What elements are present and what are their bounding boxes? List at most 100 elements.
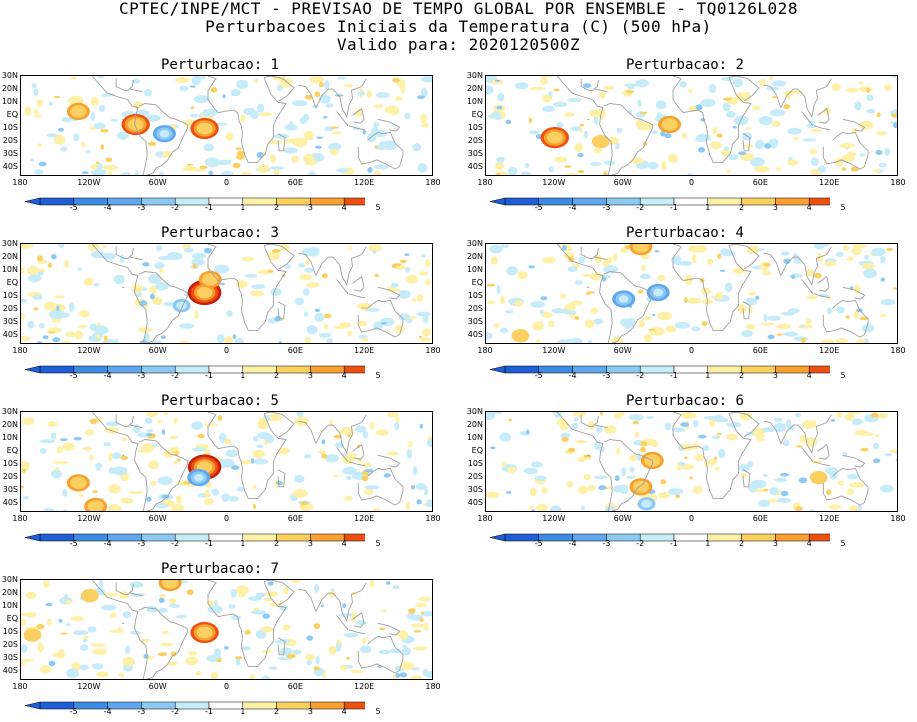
warm-anomaly — [36, 624, 45, 630]
warm-anomaly — [638, 320, 646, 328]
cool-anomaly — [693, 419, 699, 428]
cool-anomaly — [66, 623, 71, 627]
warm-anomaly — [726, 433, 739, 441]
warm-anomaly — [160, 642, 174, 647]
lat-tick-label: 10N — [466, 97, 483, 106]
warm-anomaly — [162, 630, 169, 635]
cool-anomaly — [306, 659, 312, 666]
warm-anomaly — [89, 418, 98, 425]
coastline — [672, 76, 752, 164]
warm-anomaly — [851, 246, 862, 256]
cool-anomaly — [737, 151, 747, 155]
warm-anomaly — [77, 324, 89, 328]
colorbar-tick-label: -2 — [636, 203, 645, 212]
warm-anomaly — [657, 274, 666, 281]
warm-anomaly — [173, 417, 179, 424]
cool-anomaly — [27, 320, 35, 329]
cool-anomaly — [146, 496, 152, 502]
cool-anomaly — [629, 466, 635, 473]
cool-anomaly — [499, 432, 511, 442]
cool-anomaly — [256, 151, 264, 158]
cool-anomaly — [616, 127, 623, 133]
cool-anomaly — [249, 110, 259, 119]
cool-anomaly — [614, 475, 620, 482]
warm-anomaly — [760, 322, 775, 326]
warm-anomaly — [103, 335, 108, 342]
cool-anomaly — [664, 133, 672, 139]
cool-anomaly — [854, 101, 862, 111]
colorbar-tick-label: 4 — [806, 539, 812, 548]
lon-tick-label: 120E — [353, 682, 375, 691]
coastline — [348, 293, 366, 299]
colorbar-tick-label: -1 — [670, 371, 678, 380]
warm-anomaly — [195, 670, 202, 676]
warm-anomaly — [846, 256, 854, 262]
cool-anomaly — [82, 638, 88, 643]
cool-anomaly — [646, 416, 654, 419]
warm-anomaly — [886, 247, 894, 251]
warm-anomaly — [657, 311, 672, 321]
cool-anomaly — [34, 169, 44, 175]
lat-tick-label: 40S — [2, 666, 18, 675]
coastline — [763, 246, 832, 286]
lat-tick-label: 10N — [1, 265, 18, 274]
lon-tick-label: 60E — [287, 178, 303, 187]
cool-anomaly — [108, 467, 115, 474]
warm-anomaly — [581, 273, 595, 277]
warm-anomaly — [339, 322, 352, 328]
warm-anomaly — [305, 653, 315, 661]
warm-anomaly — [314, 91, 321, 98]
cool-anomaly — [335, 642, 342, 652]
warm-anomaly — [24, 106, 32, 116]
cool-anomaly — [98, 105, 106, 112]
cool-anomaly — [40, 448, 47, 455]
cool-anomaly — [774, 478, 788, 482]
cool-anomaly — [345, 476, 352, 480]
cool-anomaly — [721, 76, 734, 81]
cool-anomaly — [500, 244, 509, 248]
cool-anomaly — [232, 334, 237, 340]
cool-anomaly — [878, 162, 887, 168]
cool-anomaly — [129, 630, 141, 635]
warm-anomaly — [70, 76, 77, 80]
warm-anomaly — [566, 481, 574, 488]
cool-anomaly — [208, 170, 214, 175]
warm-anomaly — [772, 96, 777, 99]
cool-anomaly — [507, 166, 518, 175]
cool-anomaly — [776, 497, 792, 503]
cool-anomaly — [146, 605, 158, 613]
warm-anomaly — [85, 429, 94, 436]
warm-anomaly — [400, 259, 407, 264]
warm-anomaly — [343, 84, 354, 88]
cool-anomaly — [770, 109, 786, 117]
cool-anomaly — [57, 244, 65, 248]
warm-anomaly — [100, 144, 105, 151]
cool-anomaly — [160, 335, 166, 340]
warm-anomaly — [420, 612, 425, 615]
warm-anomaly — [536, 321, 544, 331]
coastline — [139, 607, 188, 679]
cool-anomaly — [392, 585, 400, 590]
anomaly-hotspot — [73, 107, 84, 116]
lat-tick-label: 30S — [2, 317, 18, 326]
warm-anomaly — [290, 580, 301, 584]
warm-anomaly — [701, 287, 712, 295]
cool-anomaly — [284, 264, 292, 269]
warm-anomaly — [836, 412, 843, 418]
colorbar-min-arrow — [24, 701, 41, 710]
colorbar-tick-label: -4 — [103, 203, 112, 212]
warm-anomaly — [22, 468, 26, 474]
cool-anomaly — [680, 422, 690, 427]
cool-anomaly — [594, 475, 608, 480]
cool-anomaly — [37, 271, 44, 276]
cool-anomaly — [250, 458, 255, 464]
cool-anomaly — [302, 113, 310, 122]
cool-anomaly — [62, 489, 68, 497]
anomaly-hotspot — [653, 288, 663, 297]
cool-anomaly — [358, 335, 369, 339]
lat-tick-label: 20N — [466, 84, 483, 93]
warm-anomaly — [386, 451, 400, 456]
warm-anomaly — [658, 492, 670, 499]
warm-anomaly — [424, 622, 429, 632]
warm-anomaly — [52, 652, 66, 658]
